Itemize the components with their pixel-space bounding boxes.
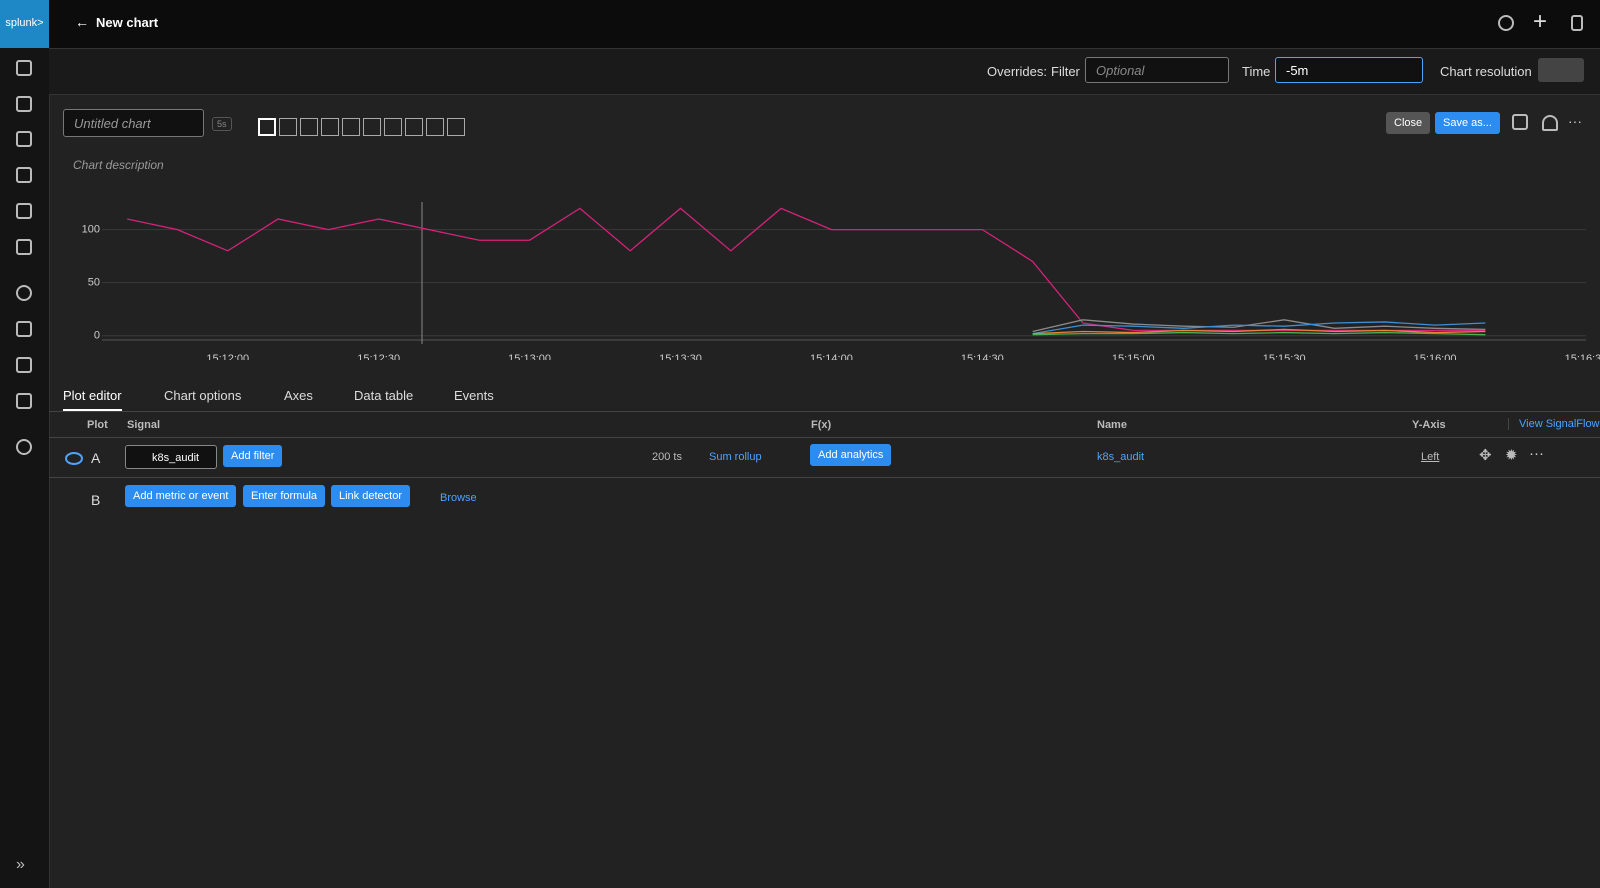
x-tick-label: 15:14:00 (810, 353, 853, 360)
tab[interactable]: Events (454, 388, 494, 403)
bookmark[interactable] (1571, 15, 1583, 31)
close-button[interactable]: Close (1386, 112, 1430, 134)
more-menu[interactable]: ··· (1568, 113, 1582, 129)
page-title: New chart (96, 15, 158, 30)
link-detector[interactable]: Link detector (331, 485, 410, 507)
y-tick-label: 100 (82, 224, 100, 236)
expand[interactable]: » (16, 856, 25, 874)
chart-description[interactable]: Chart description (73, 158, 164, 172)
chart: 0 50 100 15:12:00 15:12:30 15:13:00 15:13:30 15… (0, 190, 1600, 360)
plot-row-b: B Add metric or event Enter formula Link… (49, 478, 1600, 518)
time-input[interactable]: -5m (1275, 57, 1423, 83)
search[interactable] (1498, 15, 1514, 31)
add-filter[interactable]: Add filter (223, 445, 282, 467)
nav-apm[interactable] (16, 131, 32, 147)
nav-logs[interactable] (16, 167, 32, 183)
nav-home[interactable] (16, 60, 32, 76)
nav-infra[interactable] (16, 96, 32, 112)
time-label: Time (1242, 64, 1270, 79)
add-analytics[interactable]: Add analytics (810, 444, 891, 466)
header-cell: Signal (127, 419, 160, 431)
tab[interactable]: Chart options (164, 388, 241, 403)
detector-bell[interactable] (1542, 115, 1558, 131)
header-cell: Name (1097, 419, 1127, 431)
enter-formula[interactable]: Enter formula (243, 485, 325, 507)
nav-settings[interactable] (16, 439, 32, 455)
table-header: Plot Signal F(x) Name Y-Axis View Signal… (49, 412, 1600, 438)
filter-input[interactable]: Optional (1085, 57, 1229, 83)
x-tick-label: 15:14:30 (961, 353, 1004, 360)
browse[interactable]: Browse (440, 492, 477, 504)
filter-label: Filter (1051, 64, 1080, 79)
x-tick-label: 15:13:30 (659, 353, 702, 360)
settings[interactable]: ✹ (1505, 446, 1518, 464)
visibility-toggle[interactable] (65, 452, 83, 465)
x-tick-label: 15:12:30 (357, 353, 400, 360)
header-cell: Y-Axis (1412, 419, 1446, 431)
tab[interactable]: Axes (284, 388, 313, 403)
plot-letter: B (91, 492, 100, 508)
x-tick-label: 15:16:00 (1414, 353, 1457, 360)
sidebar: splunk> » (0, 0, 50, 888)
add[interactable]: + (1533, 8, 1547, 36)
save-button[interactable]: Save as... (1435, 112, 1500, 134)
series-line (127, 208, 1485, 330)
y-tick-label: 50 (88, 277, 100, 289)
interval-badge: 5s (212, 117, 232, 131)
ts-count: 200 ts (652, 451, 682, 463)
x-tick-label: 15:16:30 (1565, 353, 1600, 360)
rollup[interactable]: Sum rollup (709, 451, 762, 463)
move-handle[interactable]: ✥ (1479, 446, 1492, 464)
tab[interactable]: Plot editor (63, 388, 122, 411)
top-bar: ← New chart + (49, 0, 1600, 49)
series-line (1033, 333, 1486, 335)
plot-name[interactable]: k8s_audit (1097, 451, 1144, 463)
resolution-select[interactable] (1538, 58, 1584, 82)
x-tick-label: 15:12:00 (206, 353, 249, 360)
view-signalflow[interactable]: View SignalFlow (1508, 418, 1600, 430)
logo[interactable]: splunk> (0, 0, 49, 48)
y-axis-select[interactable]: Left (1421, 451, 1439, 463)
resolution-label: Chart resolution (1440, 64, 1532, 79)
row-menu[interactable]: ··· (1529, 445, 1544, 462)
overrides-label: Overrides: (987, 64, 1047, 79)
add-metric[interactable]: Add metric or event (125, 485, 236, 507)
back[interactable]: ← (75, 14, 89, 30)
share[interactable] (1512, 114, 1528, 130)
tab[interactable]: Data table (354, 388, 413, 403)
y-tick-label: 0 (94, 330, 100, 342)
x-tick-label: 15:15:30 (1263, 353, 1306, 360)
plot-row-a: A k8s_audit Add filter 200 ts Sum rollup… (49, 438, 1600, 478)
x-tick-label: 15:15:00 (1112, 353, 1155, 360)
header-cell: Plot (87, 419, 108, 431)
header-cell: F(x) (811, 419, 831, 431)
nav-data[interactable] (16, 393, 32, 409)
tab-bar: Plot editor Chart options Axes Data tabl… (49, 381, 1600, 412)
overrides-bar: Overrides: Filter Optional Time -5m Char… (49, 49, 1600, 95)
chart-name-input[interactable]: Untitled chart (63, 109, 204, 137)
x-tick-label: 15:13:00 (508, 353, 551, 360)
plot-letter: A (91, 450, 100, 466)
chart-type-picker[interactable] (258, 118, 465, 136)
signal-pill[interactable]: k8s_audit (125, 445, 217, 469)
